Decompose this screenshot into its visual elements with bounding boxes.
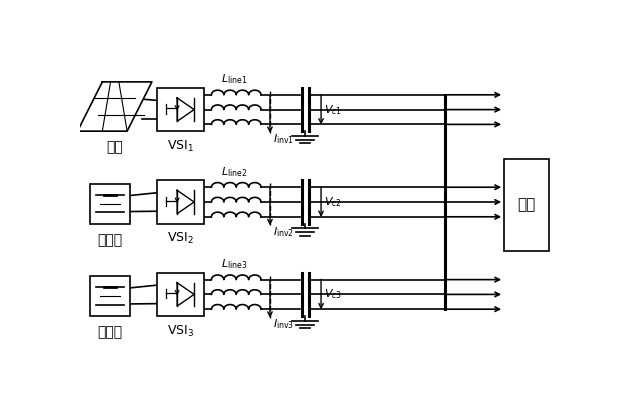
Bar	[157, 180, 204, 224]
Text: $I_{\mathrm{inv1}}$: $I_{\mathrm{inv1}}$	[273, 133, 294, 146]
Bar	[157, 273, 204, 316]
Text: $I_{\mathrm{inv3}}$: $I_{\mathrm{inv3}}$	[273, 318, 294, 331]
Polygon shape	[77, 82, 152, 131]
Bar	[90, 276, 129, 316]
Bar	[90, 184, 129, 224]
Text: 蓄电池: 蓄电池	[97, 233, 122, 247]
Text: $V_{c1}$: $V_{c1}$	[324, 103, 342, 116]
Text: $L_{\mathrm{line2}}$: $L_{\mathrm{line2}}$	[221, 165, 247, 178]
Text: $V_{c2}$: $V_{c2}$	[324, 195, 342, 209]
Text: VSI$_1$: VSI$_1$	[167, 139, 194, 154]
Bar	[504, 159, 548, 251]
Text: $I_{\mathrm{inv2}}$: $I_{\mathrm{inv2}}$	[273, 225, 294, 239]
Bar	[157, 88, 204, 131]
Text: $V_{c3}$: $V_{c3}$	[324, 288, 342, 301]
Text: 负载: 负载	[517, 198, 536, 212]
Text: $L_{\mathrm{line1}}$: $L_{\mathrm{line1}}$	[221, 72, 247, 86]
Text: 蓄电池: 蓄电池	[97, 325, 122, 339]
Text: 光伏: 光伏	[106, 140, 123, 154]
Text: $L_{\mathrm{line3}}$: $L_{\mathrm{line3}}$	[221, 257, 247, 271]
Text: VSI$_2$: VSI$_2$	[167, 231, 194, 246]
Text: VSI$_3$: VSI$_3$	[167, 324, 194, 339]
